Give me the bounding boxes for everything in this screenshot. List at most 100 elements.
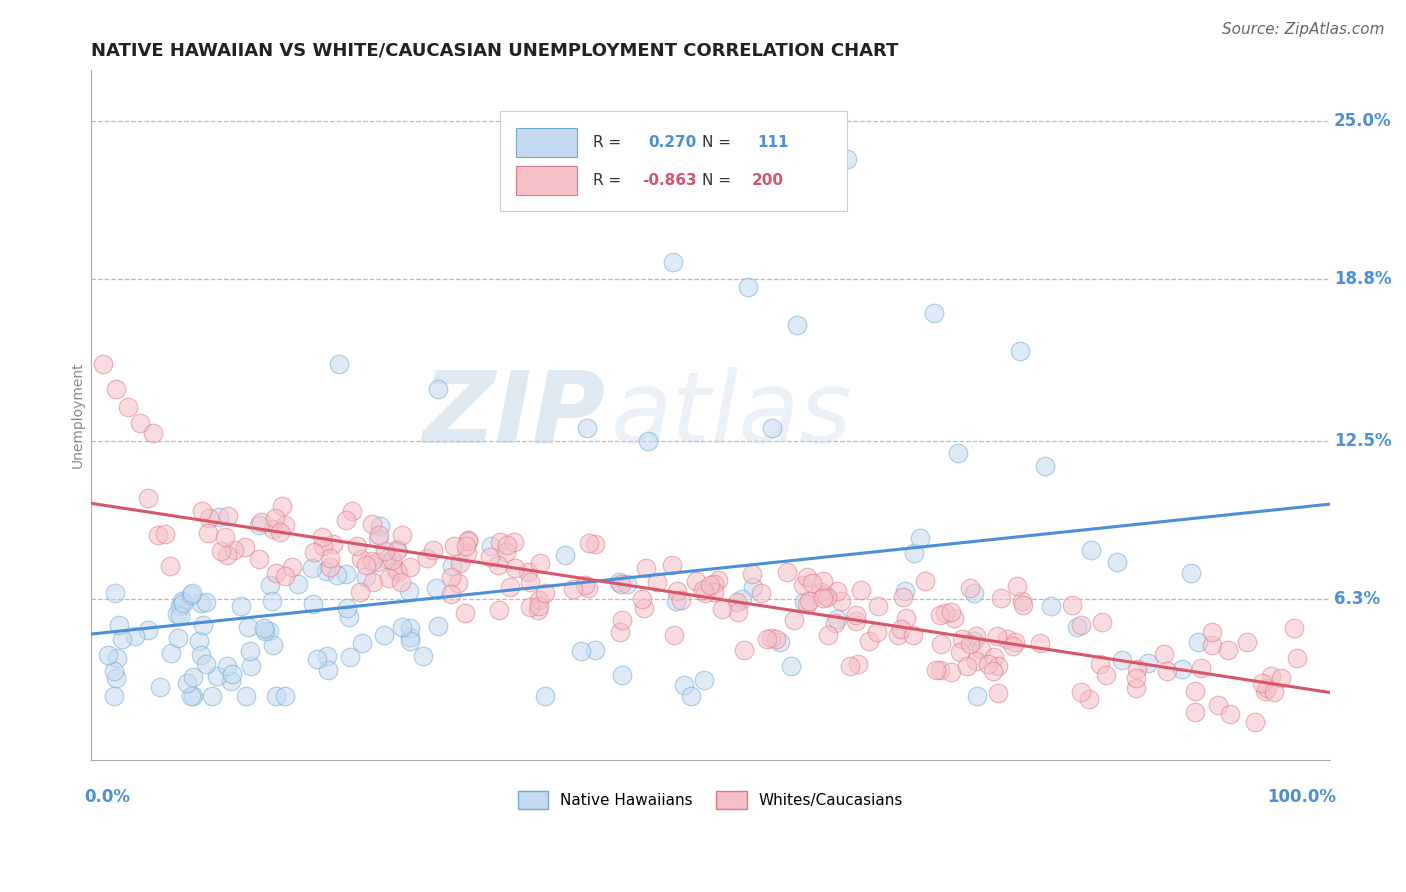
- Point: [756, 632, 779, 646]
- Point: [195, 657, 218, 671]
- Point: [488, 535, 510, 549]
- Point: [1105, 555, 1128, 569]
- Point: [986, 629, 1008, 643]
- Point: [765, 632, 787, 646]
- Point: [963, 633, 986, 648]
- Point: [367, 532, 389, 546]
- Point: [1184, 706, 1206, 720]
- Point: [610, 667, 633, 681]
- Point: [786, 318, 808, 333]
- Point: [253, 624, 276, 639]
- Point: [610, 576, 633, 591]
- Point: [959, 638, 981, 652]
- Point: [262, 522, 284, 536]
- Point: [176, 676, 198, 690]
- Point: [948, 446, 970, 460]
- Point: [1244, 714, 1267, 729]
- Point: [1007, 579, 1029, 593]
- Point: [356, 558, 378, 572]
- Point: [302, 545, 325, 559]
- Point: [496, 538, 519, 552]
- Point: [1091, 615, 1114, 629]
- Point: [1282, 621, 1305, 635]
- Legend: Native Hawaiians, Whites/Caucasians: Native Hawaiians, Whites/Caucasians: [512, 785, 910, 815]
- Point: [1095, 668, 1118, 682]
- Point: [322, 537, 344, 551]
- Point: [172, 596, 194, 610]
- Point: [1187, 635, 1209, 649]
- Point: [929, 637, 952, 651]
- Point: [194, 595, 217, 609]
- Point: [247, 518, 270, 533]
- Point: [662, 254, 685, 268]
- Point: [815, 590, 838, 604]
- Point: [326, 568, 349, 582]
- Point: [201, 690, 224, 704]
- Point: [749, 586, 772, 600]
- Point: [311, 530, 333, 544]
- Point: [661, 558, 683, 573]
- Point: [1126, 662, 1149, 676]
- Point: [486, 558, 509, 572]
- Point: [350, 635, 373, 649]
- Point: [257, 624, 280, 638]
- Point: [965, 654, 987, 668]
- Point: [733, 642, 755, 657]
- Point: [385, 542, 408, 557]
- Point: [503, 535, 526, 549]
- Point: [91, 357, 114, 371]
- Point: [217, 659, 239, 673]
- Point: [1236, 635, 1258, 649]
- Point: [1180, 566, 1202, 581]
- Point: [534, 586, 557, 600]
- Point: [342, 504, 364, 518]
- Point: [505, 561, 527, 575]
- Point: [103, 664, 125, 678]
- Point: [851, 583, 873, 598]
- Point: [319, 560, 342, 574]
- Point: [1201, 624, 1223, 639]
- Text: 12.5%: 12.5%: [1334, 432, 1392, 450]
- Point: [440, 569, 463, 583]
- Point: [811, 574, 834, 589]
- Point: [169, 608, 191, 623]
- Text: R =: R =: [593, 135, 631, 150]
- Point: [780, 658, 803, 673]
- Point: [1066, 620, 1088, 634]
- Point: [681, 690, 703, 704]
- Point: [1156, 664, 1178, 678]
- Point: [1029, 636, 1052, 650]
- Point: [703, 585, 725, 599]
- Point: [412, 648, 434, 663]
- Point: [631, 591, 654, 606]
- Point: [398, 621, 420, 635]
- FancyBboxPatch shape: [516, 166, 576, 194]
- Point: [361, 516, 384, 531]
- Point: [142, 425, 165, 440]
- Point: [956, 658, 979, 673]
- Point: [839, 659, 862, 673]
- Point: [616, 577, 638, 591]
- Point: [366, 555, 388, 569]
- Point: [519, 600, 541, 615]
- Point: [889, 622, 911, 636]
- Point: [426, 383, 449, 397]
- Point: [645, 574, 668, 589]
- Point: [398, 584, 420, 599]
- Point: [197, 526, 219, 541]
- Point: [966, 629, 988, 643]
- Point: [1062, 598, 1084, 612]
- Point: [1184, 684, 1206, 698]
- FancyBboxPatch shape: [516, 128, 576, 157]
- Point: [479, 549, 502, 564]
- Text: 111: 111: [758, 135, 789, 150]
- Point: [1250, 676, 1272, 690]
- Point: [685, 574, 707, 589]
- Point: [373, 628, 395, 642]
- Point: [302, 597, 325, 611]
- Point: [274, 517, 297, 532]
- Point: [963, 586, 986, 600]
- Point: [378, 570, 401, 584]
- Point: [387, 544, 409, 558]
- Point: [235, 690, 257, 704]
